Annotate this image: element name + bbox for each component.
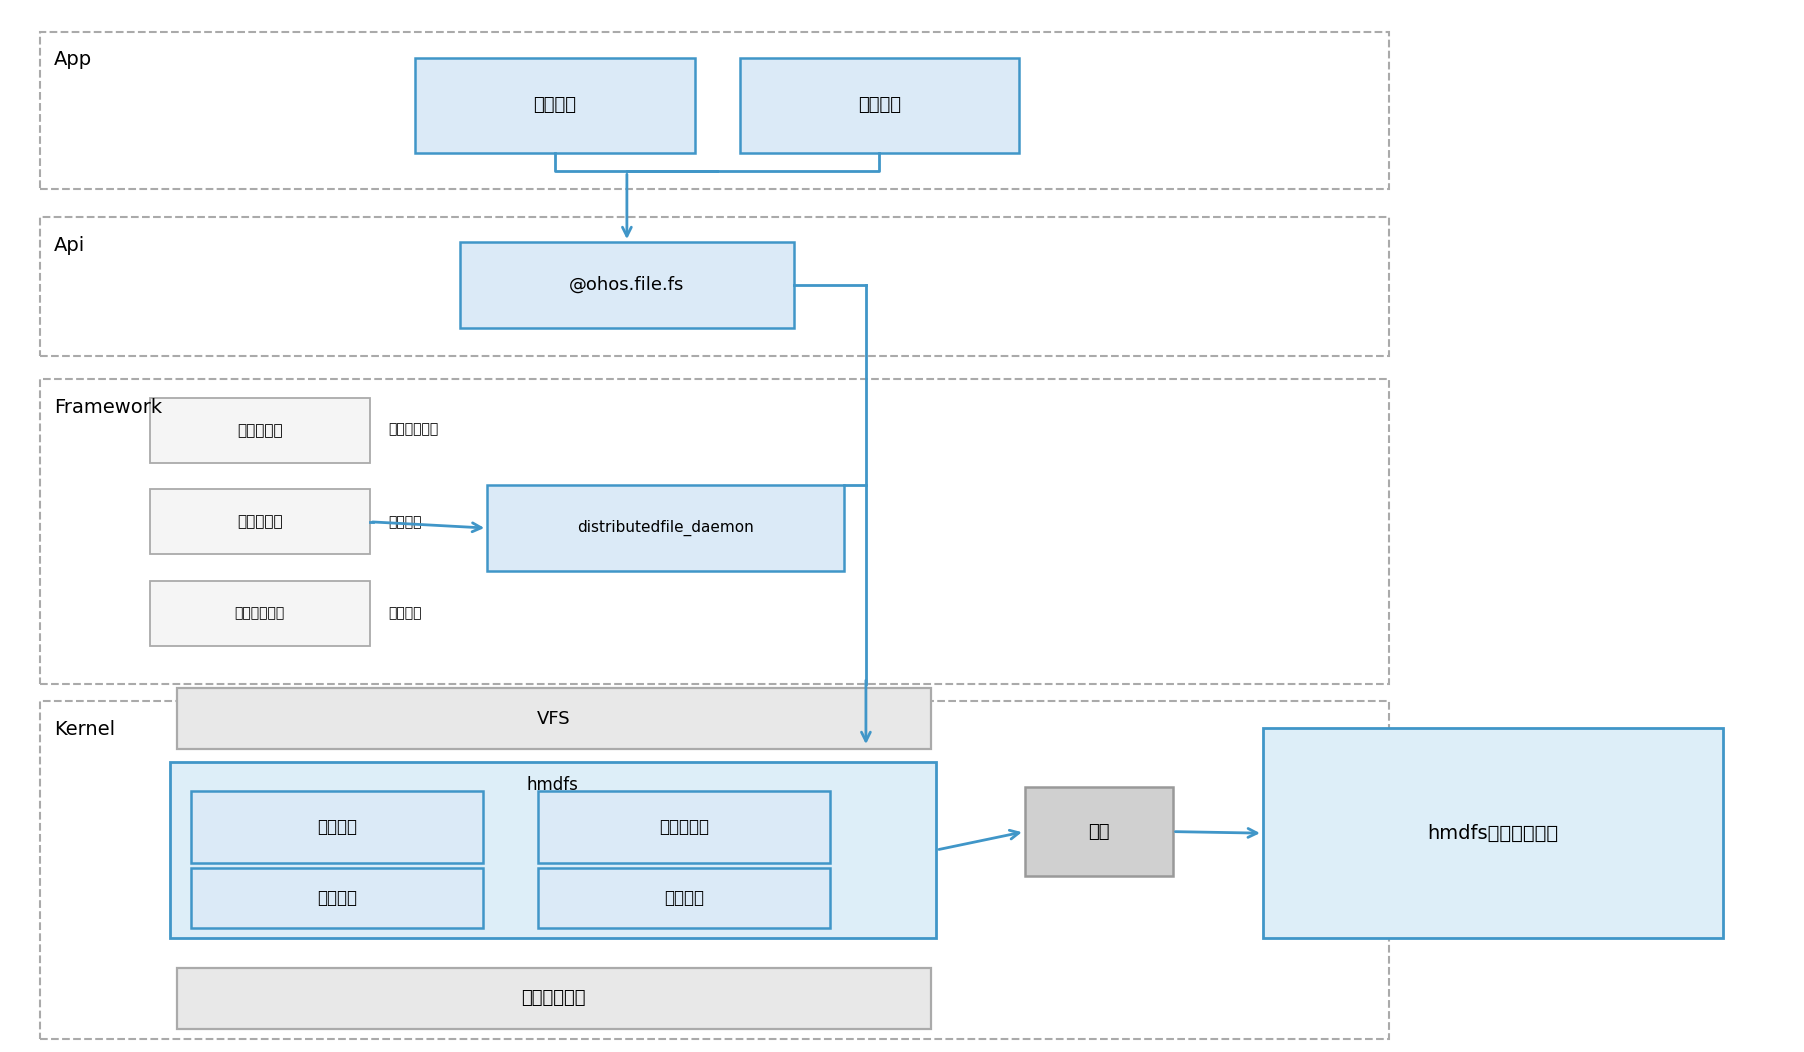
Text: 网络: 网络 [1088,823,1109,841]
Text: hmdfs（另一设备）: hmdfs（另一设备） [1427,824,1559,843]
Bar [415,58,695,153]
Bar [487,485,844,571]
Bar [191,791,483,863]
Text: 元数据管理: 元数据管理 [658,817,709,836]
Bar [40,217,1389,356]
Text: 获取设备等级: 获取设备等级 [388,422,438,437]
Text: VFS: VFS [538,709,570,728]
Bar [150,489,370,554]
Text: 系统应用: 系统应用 [859,96,900,115]
Bar [177,688,931,749]
Text: Framework: Framework [54,398,162,417]
Text: App: App [54,50,92,69]
Text: distributedfile_daemon: distributedfile_daemon [577,520,754,537]
Bar [40,32,1389,189]
Text: 分布式安全: 分布式安全 [236,423,283,438]
Text: 分布式硬件: 分布式硬件 [236,514,283,529]
Text: Kernel: Kernel [54,720,115,739]
Bar [191,868,483,928]
Text: 普通应用: 普通应用 [534,96,575,115]
Text: hmdfs: hmdfs [527,776,579,794]
Text: Api: Api [54,236,85,255]
Bar [150,398,370,463]
Bar [740,58,1019,153]
Bar [170,762,936,938]
Text: 缓存管理: 缓存管理 [318,817,357,836]
Bar [177,968,931,1029]
Text: 文件访问: 文件访问 [318,889,357,907]
Text: 分布式软总线: 分布式软总线 [235,606,285,621]
Bar [538,868,830,928]
Bar [150,581,370,646]
Bar [538,791,830,863]
Bar [1025,787,1173,876]
Text: 本地文件系统: 本地文件系统 [521,989,586,1008]
Bar [40,379,1389,684]
Bar [40,701,1389,1039]
Bar [1263,728,1723,938]
Text: @ohos.file.fs: @ohos.file.fs [570,276,684,295]
Bar [460,242,794,328]
Text: 建立链路: 建立链路 [388,606,422,621]
Text: 设备上线: 设备上线 [388,514,422,529]
Text: 冲突管理: 冲突管理 [664,889,704,907]
